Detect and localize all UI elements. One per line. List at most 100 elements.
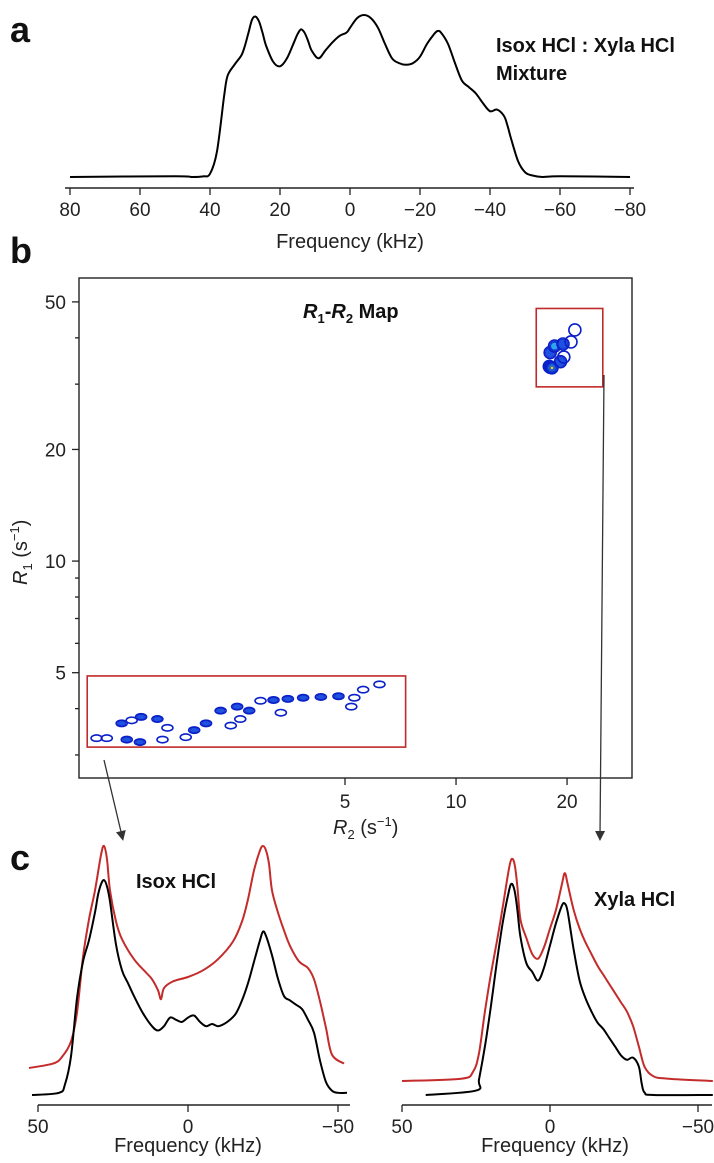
isox-extracted-spectrum bbox=[31, 878, 348, 1096]
panel-c-left-x-axis-title: Frequency (kHz) bbox=[114, 1135, 262, 1157]
contour-level bbox=[557, 338, 569, 350]
panel-a-x-tick-label: −20 bbox=[404, 200, 436, 221]
contour-level bbox=[120, 735, 134, 744]
contour-level bbox=[117, 720, 127, 727]
contour-level bbox=[179, 733, 193, 742]
panel-b-x-axis-title: R2 (s−1) bbox=[333, 814, 398, 842]
panel-b-x-tick-label: 20 bbox=[556, 792, 577, 813]
xyla-simulated-spectrum bbox=[401, 857, 713, 1082]
contour-peak bbox=[314, 692, 328, 701]
xyla-extracted-spectrum bbox=[425, 882, 713, 1097]
panel-label-a: a bbox=[10, 9, 31, 50]
contour-level bbox=[556, 337, 570, 351]
contour-peak bbox=[224, 721, 238, 730]
contour-level bbox=[156, 735, 169, 744]
contour-level bbox=[244, 707, 254, 714]
panel-b-map-title: R1-R2 Map bbox=[303, 301, 399, 326]
panel-b-y-tick-label: 50 bbox=[45, 293, 66, 314]
contour-level bbox=[151, 715, 164, 724]
contour-level bbox=[267, 696, 280, 705]
contour-level bbox=[214, 706, 227, 715]
contour-level bbox=[133, 738, 147, 747]
contour-peak bbox=[125, 716, 138, 725]
contour-peak bbox=[344, 702, 358, 711]
panel-a-annotation-line2: Mixture bbox=[496, 63, 567, 85]
panel-b-contour-peaks bbox=[90, 323, 582, 747]
panel-a-x-tick-label: −80 bbox=[614, 200, 646, 221]
contour-peak bbox=[373, 680, 386, 689]
contour-peak bbox=[556, 337, 570, 351]
contour-peak bbox=[557, 350, 571, 364]
panel-c-right-x-tick-label: 50 bbox=[391, 1117, 412, 1138]
contour-level bbox=[564, 335, 578, 349]
panel-c-xyla-spectra: 50 0 −50 Frequency (kHz) Xyla HCl bbox=[391, 857, 714, 1157]
contour-level bbox=[296, 693, 310, 702]
contour-peak bbox=[230, 702, 244, 711]
panel-b-y-axis-title: R1 (s−1) bbox=[7, 520, 35, 585]
panel-a-x-ticks: 80 60 40 20 0 −20 −40 −60 −80 bbox=[59, 188, 646, 221]
panel-a-x-tick-label: 40 bbox=[199, 200, 220, 221]
panel-c-left-x-ticks: 50 0 −50 bbox=[27, 1105, 354, 1138]
panel-c-left-x-tick-label: −50 bbox=[322, 1117, 354, 1138]
contour-level bbox=[233, 715, 247, 724]
contour-peak bbox=[242, 706, 256, 715]
contour-level bbox=[568, 323, 582, 337]
panel-label-b: b bbox=[10, 230, 32, 271]
contour-level bbox=[122, 736, 132, 743]
contour-level bbox=[125, 716, 138, 725]
contour-level bbox=[100, 734, 114, 743]
contour-level bbox=[115, 719, 128, 728]
contour-peak bbox=[254, 696, 267, 705]
contour-peak bbox=[133, 738, 147, 747]
panel-b-y-tick-label: 10 bbox=[45, 552, 66, 573]
panel-b-plot-frame bbox=[78, 277, 633, 779]
contour-level bbox=[152, 716, 163, 722]
contour-level bbox=[314, 692, 328, 701]
panel-a-annotation-line1: Isox HCl : Xyla HCl bbox=[496, 35, 675, 57]
contour-level bbox=[136, 714, 146, 720]
isox-label: Isox HCl bbox=[136, 871, 216, 893]
contour-level bbox=[332, 692, 345, 701]
contour-level bbox=[344, 702, 358, 711]
contour-level bbox=[187, 726, 201, 735]
panel-b-r1-r2-map: 5 10 20 50 5 10 20 R1-R2 Map R2 (s−1) R1 (s−1… bbox=[7, 277, 633, 842]
contour-peak bbox=[120, 735, 134, 744]
contour-peak bbox=[356, 685, 370, 694]
contour-level bbox=[356, 685, 370, 694]
contour-level bbox=[135, 739, 145, 745]
contour-level bbox=[216, 707, 226, 714]
contour-peak bbox=[199, 719, 213, 728]
contour-level bbox=[373, 680, 386, 689]
contour-level bbox=[189, 727, 199, 733]
contour-level bbox=[199, 719, 213, 728]
arrow-to-xyla bbox=[595, 374, 606, 841]
contour-level bbox=[333, 693, 344, 700]
panel-b-x-ticks: 5 10 20 bbox=[340, 778, 578, 813]
panel-b-y-ticks: 5 10 20 50 bbox=[45, 293, 79, 756]
contour-peak bbox=[100, 734, 114, 743]
panel-c-right-x-axis-title: Frequency (kHz) bbox=[481, 1135, 629, 1157]
contour-peak bbox=[134, 712, 148, 721]
contour-level bbox=[161, 723, 174, 732]
contour-peak bbox=[151, 715, 164, 724]
panel-c-right-x-ticks: 50 0 −50 bbox=[391, 1105, 714, 1138]
contour-peak bbox=[568, 323, 582, 337]
panel-b-y-tick-label: 5 bbox=[55, 664, 66, 685]
xyla-label: Xyla HCl bbox=[594, 889, 675, 911]
panel-a-x-tick-label: 0 bbox=[345, 200, 356, 221]
panel-label-c: c bbox=[10, 837, 30, 878]
contour-level bbox=[281, 694, 295, 703]
contour-peak bbox=[332, 692, 345, 701]
contour-level bbox=[232, 703, 242, 710]
panel-a-x-tick-label: 20 bbox=[269, 200, 290, 221]
contour-peak bbox=[564, 335, 578, 349]
contour-peak bbox=[274, 708, 288, 717]
panel-a-spectrum: 80 60 40 20 0 −20 −40 −60 −80 Frequency (kHz) Is… bbox=[59, 14, 675, 253]
contour-level bbox=[274, 708, 288, 717]
panel-c-right-x-tick-label: −50 bbox=[682, 1117, 714, 1138]
contour-level bbox=[316, 694, 326, 700]
panel-c-left-x-tick-label: 50 bbox=[27, 1117, 48, 1138]
panel-a-x-tick-label: −60 bbox=[544, 200, 576, 221]
contour-peak bbox=[233, 715, 247, 724]
